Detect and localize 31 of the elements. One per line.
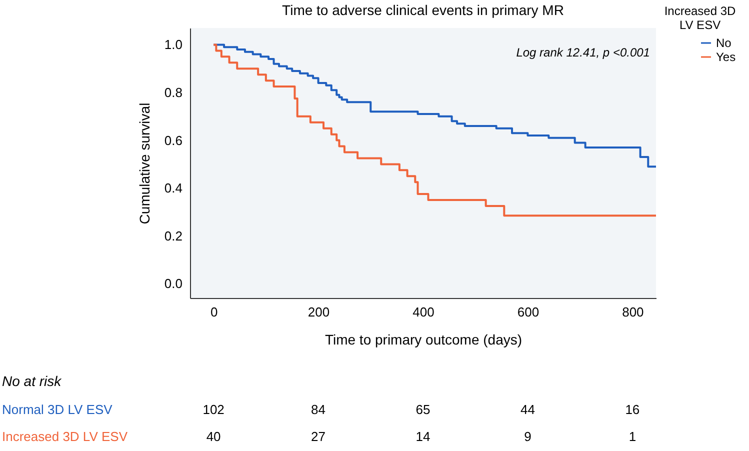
- text: 27: [311, 429, 326, 444]
- legend-title: Increased 3D LV ESV: [664, 4, 736, 32]
- text: No at risk: [2, 373, 62, 389]
- annotation: Log rank 12.41, p <0.001: [516, 45, 650, 60]
- x-tick-label: 400: [412, 304, 434, 320]
- text: 102: [202, 402, 224, 417]
- y-tick-label: 0.4: [164, 180, 182, 196]
- x-axis-title: Time to primary outcome (days): [324, 332, 522, 348]
- y-axis-title: Cumulative survival: [136, 102, 152, 224]
- x-tick-label: 800: [622, 304, 644, 320]
- text: 84: [311, 402, 326, 417]
- y-tick-label: 0.0: [164, 276, 182, 292]
- x-tick-label: 200: [308, 304, 330, 320]
- x-tick-label: 600: [517, 304, 540, 320]
- y-tick-label: 1.0: [164, 37, 182, 52]
- chart-title: Time to adverse clinical events in primary MR: [282, 2, 564, 18]
- y-tick-label: 0.6: [164, 132, 182, 148]
- legend-label: Yes: [716, 50, 736, 64]
- x-tick-label: 0: [210, 304, 218, 320]
- text: 40: [206, 429, 221, 444]
- legend-label: No: [716, 36, 732, 50]
- text: 1: [628, 429, 636, 444]
- y-tick-label: 0.2: [164, 228, 182, 244]
- text: Normal 3D LV ESV: [2, 402, 113, 417]
- text: 16: [625, 402, 640, 417]
- text: 14: [416, 429, 430, 444]
- y-tick-label: 0.8: [164, 85, 182, 100]
- text: 9: [524, 429, 532, 444]
- text: 65: [416, 402, 430, 417]
- text: Increased 3D LV ESV: [2, 429, 128, 444]
- text: 44: [520, 402, 535, 417]
